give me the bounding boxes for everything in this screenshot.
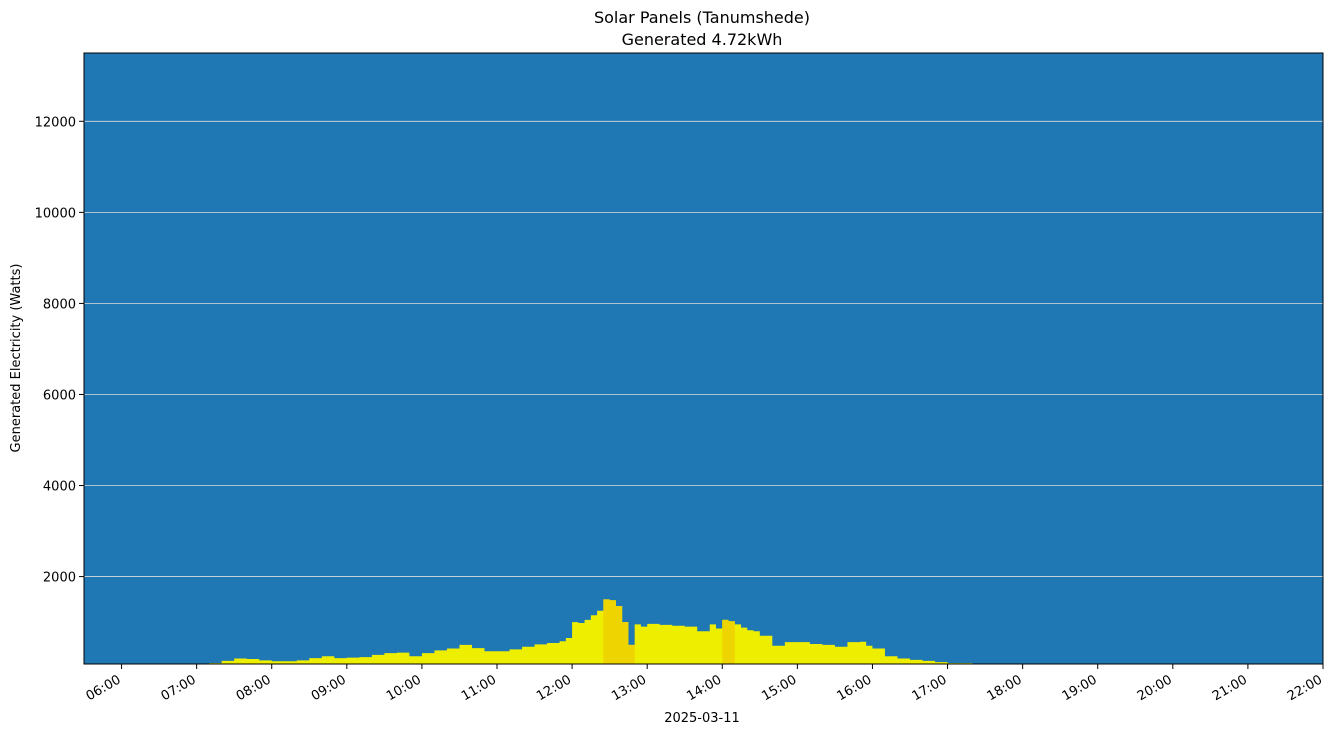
x-tick-label: 16:00 <box>835 672 875 704</box>
y-axis-label: Generated Electricity (Watts) <box>9 264 24 453</box>
x-tick-label: 12:00 <box>534 672 574 704</box>
x-tick-label: 08:00 <box>234 672 274 704</box>
y-tick-label: 12000 <box>35 115 76 130</box>
y-tick-label: 8000 <box>43 297 76 312</box>
chart-subtitle: Generated 4.72kWh <box>622 30 783 49</box>
grid-lines <box>84 120 1323 577</box>
y-axis-ticks: 2000 4000 6000 8000 10000 12000 <box>35 115 84 586</box>
x-tick-label: 09:00 <box>309 672 349 704</box>
x-axis-label: 2025-03-11 <box>664 711 740 726</box>
x-tick-label: 18:00 <box>985 672 1025 704</box>
x-tick-label: 21:00 <box>1210 672 1250 704</box>
plot-frame <box>83 52 1324 665</box>
x-tick-label: 22:00 <box>1285 672 1325 704</box>
x-tick-label: 06:00 <box>84 672 124 704</box>
y-tick-label: 6000 <box>43 388 76 403</box>
x-tick-label: 10:00 <box>384 672 424 704</box>
generation-area <box>196 599 1073 664</box>
peak-generation-area <box>603 599 635 664</box>
x-tick-label: 20:00 <box>1135 672 1175 704</box>
x-axis-ticks: 06:00 07:00 08:00 09:00 10:00 11:00 12:00 13:00… <box>84 664 1325 704</box>
generation-area-path <box>196 599 1073 664</box>
x-tick-label: 15:00 <box>759 672 799 704</box>
y-tick-label: 4000 <box>43 480 76 495</box>
plot-area <box>83 52 1324 665</box>
chart-title: Solar Panels (Tanumshede) <box>594 8 810 27</box>
x-tick-label: 14:00 <box>684 672 724 704</box>
peak-generation-area <box>722 619 735 664</box>
x-tick-label: 13:00 <box>609 672 649 704</box>
x-tick-label: 19:00 <box>1060 672 1100 704</box>
x-tick-label: 17:00 <box>910 672 950 704</box>
y-tick-label: 10000 <box>35 206 76 221</box>
x-tick-label: 11:00 <box>459 672 499 704</box>
x-tick-label: 07:00 <box>159 672 199 704</box>
y-tick-label: 2000 <box>43 571 76 586</box>
